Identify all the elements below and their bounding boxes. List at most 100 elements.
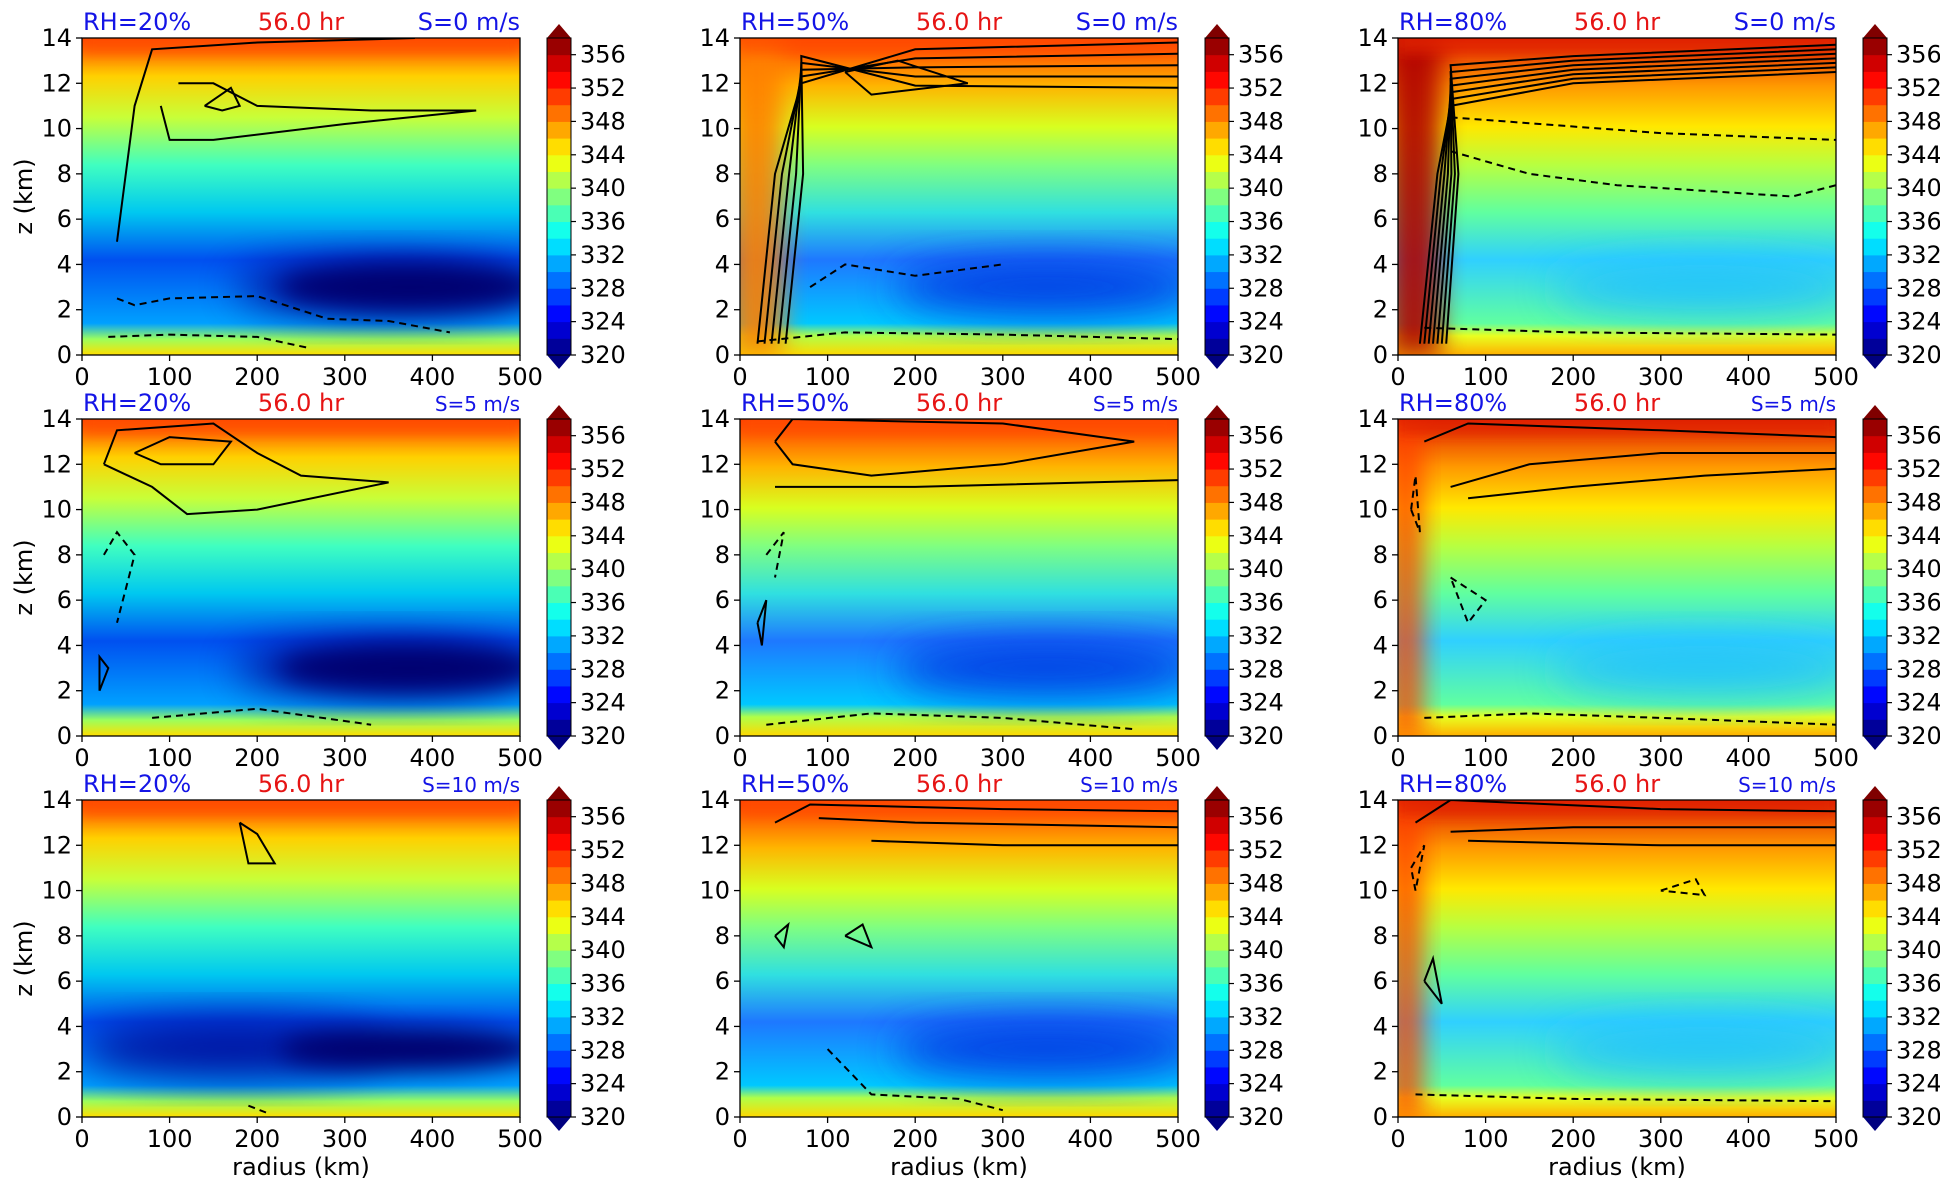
colorbar-tick-label: 356 [1896, 803, 1940, 831]
y-tick-label: 12 [41, 831, 72, 859]
colorbar-tick-label: 344 [580, 141, 626, 169]
colorbar-tick-label: 344 [580, 903, 626, 931]
contour-negative [116, 295, 451, 334]
theta-e-field [1398, 419, 1836, 736]
colorbar-band [1863, 254, 1887, 273]
colorbar-tick-label: 320 [1896, 722, 1940, 750]
y-tick-label: 10 [41, 877, 72, 905]
y-tick-label: 0 [715, 722, 730, 750]
y-tick-label: 4 [715, 1012, 730, 1040]
colorbar: 320 324 328 332 336 340 344 348 352 356 [1862, 405, 1940, 750]
colorbar-band [547, 121, 571, 139]
contour-positive [756, 599, 768, 646]
colorbar-band [1863, 121, 1887, 139]
colorbar-tick-label: 340 [1238, 555, 1284, 583]
colorbar-tick-label: 324 [580, 1070, 626, 1098]
colorbar-band [1205, 850, 1229, 868]
colorbar-extend-max [1205, 786, 1229, 800]
y-tick-label: 2 [715, 1058, 730, 1086]
colorbar-band [1863, 435, 1887, 453]
title-shear: S=0 m/s [1076, 8, 1178, 36]
colorbar-band [1205, 204, 1229, 223]
colorbar-frame [1204, 418, 1230, 737]
colorbar-tick-label: 348 [580, 869, 626, 897]
x-tick-label: 400 [1725, 744, 1771, 772]
colorbar-tick-label: 332 [1896, 622, 1940, 650]
colorbar-band [1205, 552, 1229, 570]
contour-negative [1424, 326, 1836, 336]
x-tick-label: 0 [732, 363, 747, 391]
colorbar-band [1863, 271, 1887, 289]
colorbar-tick-label: 344 [1238, 141, 1284, 169]
x-tick-label: 400 [1725, 1125, 1771, 1153]
title-time: 56.0 hr [258, 8, 344, 36]
colorbar-tick-label: 336 [580, 589, 626, 617]
y-tick-label: 6 [57, 205, 72, 233]
colorbar-band [547, 338, 571, 356]
colorbar-tick-label: 328 [1238, 655, 1284, 683]
x-tick-label: 0 [732, 1125, 747, 1153]
colorbar-tick-label: 348 [580, 488, 626, 516]
colorbar-band [1205, 719, 1229, 737]
axes-frame [1397, 37, 1837, 356]
colorbar-band [1205, 966, 1229, 985]
contour-negative [103, 530, 136, 624]
colorbar-band [547, 983, 571, 1001]
colorbar-tick-label: 320 [1896, 1103, 1940, 1131]
colorbar-tick-label: 324 [1896, 689, 1940, 717]
colorbar-band [1863, 950, 1887, 968]
colorbar-tick-label: 340 [1238, 174, 1284, 202]
contour-negative [108, 333, 311, 350]
colorbar-band [547, 1033, 571, 1051]
colorbar-tick-label: 348 [1238, 869, 1284, 897]
x-tick-label: 200 [892, 1125, 938, 1153]
panel-RH80-S5: 0 100 200 300 400 500 0 2 4 6 8 10 12 14 RH=80% 56.0 hr… [1357, 389, 1940, 772]
title-rh: RH=50% [741, 389, 849, 417]
colorbar-tick-label: 324 [1896, 308, 1940, 336]
colorbar-tick-label: 356 [580, 803, 626, 831]
title-shear: S=10 m/s [422, 773, 520, 797]
colorbar-band [547, 321, 571, 339]
colorbar-band [547, 435, 571, 453]
title-shear: S=10 m/s [1080, 773, 1178, 797]
colorbar-tick-label: 356 [1238, 803, 1284, 831]
x-tick-label: 500 [497, 1125, 543, 1153]
colorbar-band [1863, 71, 1887, 89]
y-tick-label: 4 [1373, 631, 1388, 659]
colorbar-tick-label: 328 [580, 1036, 626, 1064]
title-rh: RH=20% [83, 770, 191, 798]
colorbar: 320 324 328 332 336 340 344 348 352 356 [546, 786, 626, 1131]
panel-RH80-S10: 0 100 200 300 400 500 0 2 4 6 8 10 12 14 radius (km) RH… [1357, 770, 1940, 1181]
upper-warm-layer [1398, 419, 1836, 435]
x-tick-label: 400 [1067, 363, 1113, 391]
panel-RH20-S10: 0 100 200 300 400 500 0 2 4 6 8 10 12 14 z (km) radius … [10, 770, 626, 1181]
y-tick-label: 14 [1357, 24, 1388, 52]
colorbar-band [1863, 54, 1887, 72]
x-tick-label: 0 [1390, 744, 1405, 772]
colorbar-tick-label: 352 [1238, 455, 1284, 483]
y-tick-label: 8 [57, 922, 72, 950]
x-tick-label: 200 [234, 1125, 280, 1153]
x-tick-label: 100 [1463, 363, 1509, 391]
colorbar-band [547, 288, 571, 306]
colorbar-band [1205, 38, 1229, 56]
title-time: 56.0 hr [916, 8, 1002, 36]
contour-positive [784, 54, 1178, 344]
colorbar-band [1863, 1016, 1887, 1035]
colorbar-band [1205, 569, 1229, 587]
colorbar-extend-min [1205, 1117, 1229, 1131]
x-tick-label: 100 [147, 1125, 193, 1153]
colorbar-band [1863, 38, 1887, 56]
cold-core-inner [279, 1026, 520, 1072]
colorbar-band [1863, 171, 1887, 189]
y-tick-label: 8 [57, 160, 72, 188]
colorbar-extend-min [1863, 736, 1887, 750]
contour-positive [775, 479, 1178, 488]
x-tick-label: 500 [1813, 363, 1859, 391]
y-tick-label: 10 [699, 496, 730, 524]
colorbar: 320 324 328 332 336 340 344 348 352 356 [546, 24, 626, 369]
colorbar-tick-label: 328 [580, 655, 626, 683]
colorbar-band [547, 419, 571, 437]
colorbar: 320 324 328 332 336 340 344 348 352 356 [1204, 405, 1284, 750]
